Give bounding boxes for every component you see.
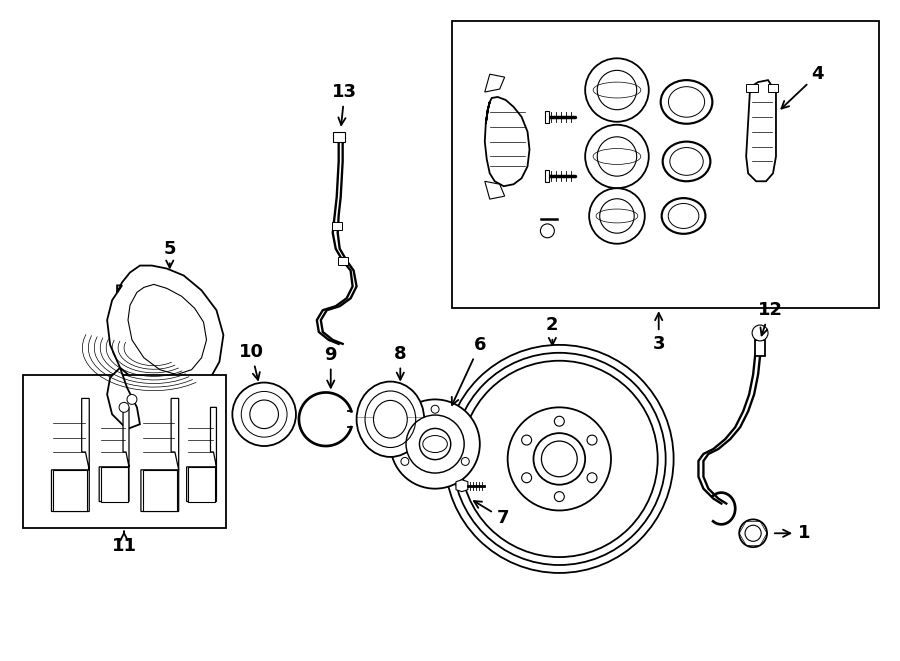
Polygon shape [746,84,758,92]
Circle shape [534,433,585,485]
Circle shape [119,403,129,412]
Circle shape [554,416,564,426]
Text: 9: 9 [325,346,337,387]
Text: 4: 4 [781,65,824,108]
Polygon shape [755,340,765,356]
Circle shape [391,399,480,488]
Circle shape [127,395,137,405]
Text: 6: 6 [452,336,486,405]
Polygon shape [107,368,140,429]
Text: 5: 5 [164,240,176,268]
Polygon shape [332,222,342,230]
Circle shape [752,325,768,341]
Polygon shape [485,181,505,199]
Circle shape [419,428,451,459]
Circle shape [585,125,649,188]
Polygon shape [545,171,549,182]
Text: 11: 11 [112,531,137,555]
Bar [22,375,227,528]
Circle shape [462,457,469,465]
Text: 12: 12 [758,301,782,335]
Polygon shape [186,407,217,502]
Polygon shape [333,132,345,141]
Bar [452,20,879,308]
Text: 7: 7 [474,501,508,527]
Polygon shape [51,399,89,512]
Polygon shape [128,284,206,375]
Polygon shape [99,407,129,502]
Circle shape [590,188,644,244]
Polygon shape [141,399,179,512]
Circle shape [406,415,464,473]
Circle shape [598,137,636,176]
Circle shape [739,520,767,547]
Text: 13: 13 [332,83,357,125]
Circle shape [431,405,439,413]
Circle shape [587,473,597,483]
Circle shape [522,473,532,483]
Text: 3: 3 [652,313,665,353]
Circle shape [508,407,611,510]
Polygon shape [545,111,549,123]
Circle shape [250,400,278,428]
Polygon shape [338,256,347,264]
Circle shape [522,435,532,445]
Circle shape [400,457,409,465]
Text: 2: 2 [546,316,559,345]
Circle shape [745,525,761,541]
Circle shape [587,435,597,445]
Polygon shape [53,470,87,512]
Circle shape [554,492,564,502]
Polygon shape [485,97,529,186]
Polygon shape [101,467,128,502]
Ellipse shape [374,401,408,438]
Polygon shape [143,470,176,512]
Circle shape [585,58,649,122]
Text: 8: 8 [394,345,407,380]
Circle shape [232,383,296,446]
Polygon shape [485,74,505,92]
Circle shape [598,70,636,110]
Polygon shape [768,84,778,92]
Polygon shape [456,480,468,492]
Polygon shape [746,80,776,181]
Ellipse shape [356,381,424,457]
Polygon shape [107,266,223,395]
Circle shape [599,199,634,233]
Text: 1: 1 [775,524,810,542]
Polygon shape [188,467,215,502]
Text: 10: 10 [238,343,264,380]
Circle shape [540,224,554,238]
